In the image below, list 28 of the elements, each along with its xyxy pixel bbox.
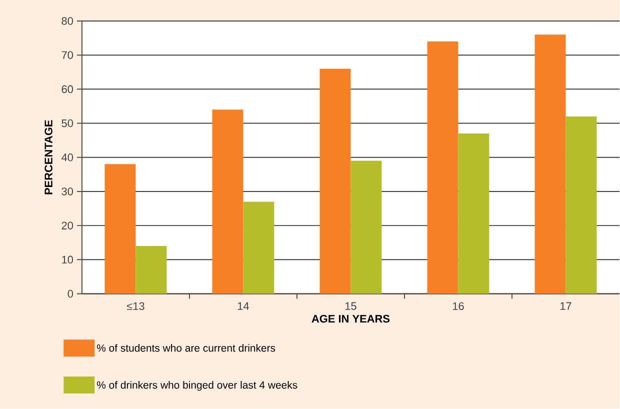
bar	[104, 164, 136, 294]
x-tick-label: 15	[345, 302, 356, 310]
x-tick-label: ≤13	[126, 302, 144, 310]
y-tick-label: 80	[62, 17, 73, 26]
x-tick-label: 14	[238, 302, 249, 310]
bar	[243, 202, 274, 294]
bar	[320, 68, 351, 294]
bar	[566, 116, 597, 294]
bar	[212, 110, 244, 294]
y-tick-label: 70	[62, 51, 73, 60]
bar	[458, 134, 490, 294]
bar	[350, 160, 382, 294]
bar	[427, 42, 458, 294]
bar	[136, 246, 167, 294]
legend-label: % of drinkers who binged over last 4 weeks	[96, 381, 298, 391]
y-axis-title: PERCENTAGE	[44, 120, 52, 194]
x-tick-label: 17	[560, 302, 572, 310]
y-tick-label: 10	[62, 256, 73, 264]
y-tick-label: 40	[62, 154, 73, 162]
y-tick-label: 60	[62, 85, 73, 94]
x-tick-label: 16	[452, 302, 464, 310]
y-tick-label: 50	[62, 120, 73, 128]
y-tick-label: 30	[62, 188, 73, 196]
bar	[534, 34, 566, 294]
x-axis-title: AGE IN YEARS	[312, 315, 390, 323]
legend-label: % of students who are current drinkers	[96, 344, 276, 352]
y-tick-label: 20	[62, 222, 73, 230]
y-tick-label: 0	[68, 290, 73, 298]
